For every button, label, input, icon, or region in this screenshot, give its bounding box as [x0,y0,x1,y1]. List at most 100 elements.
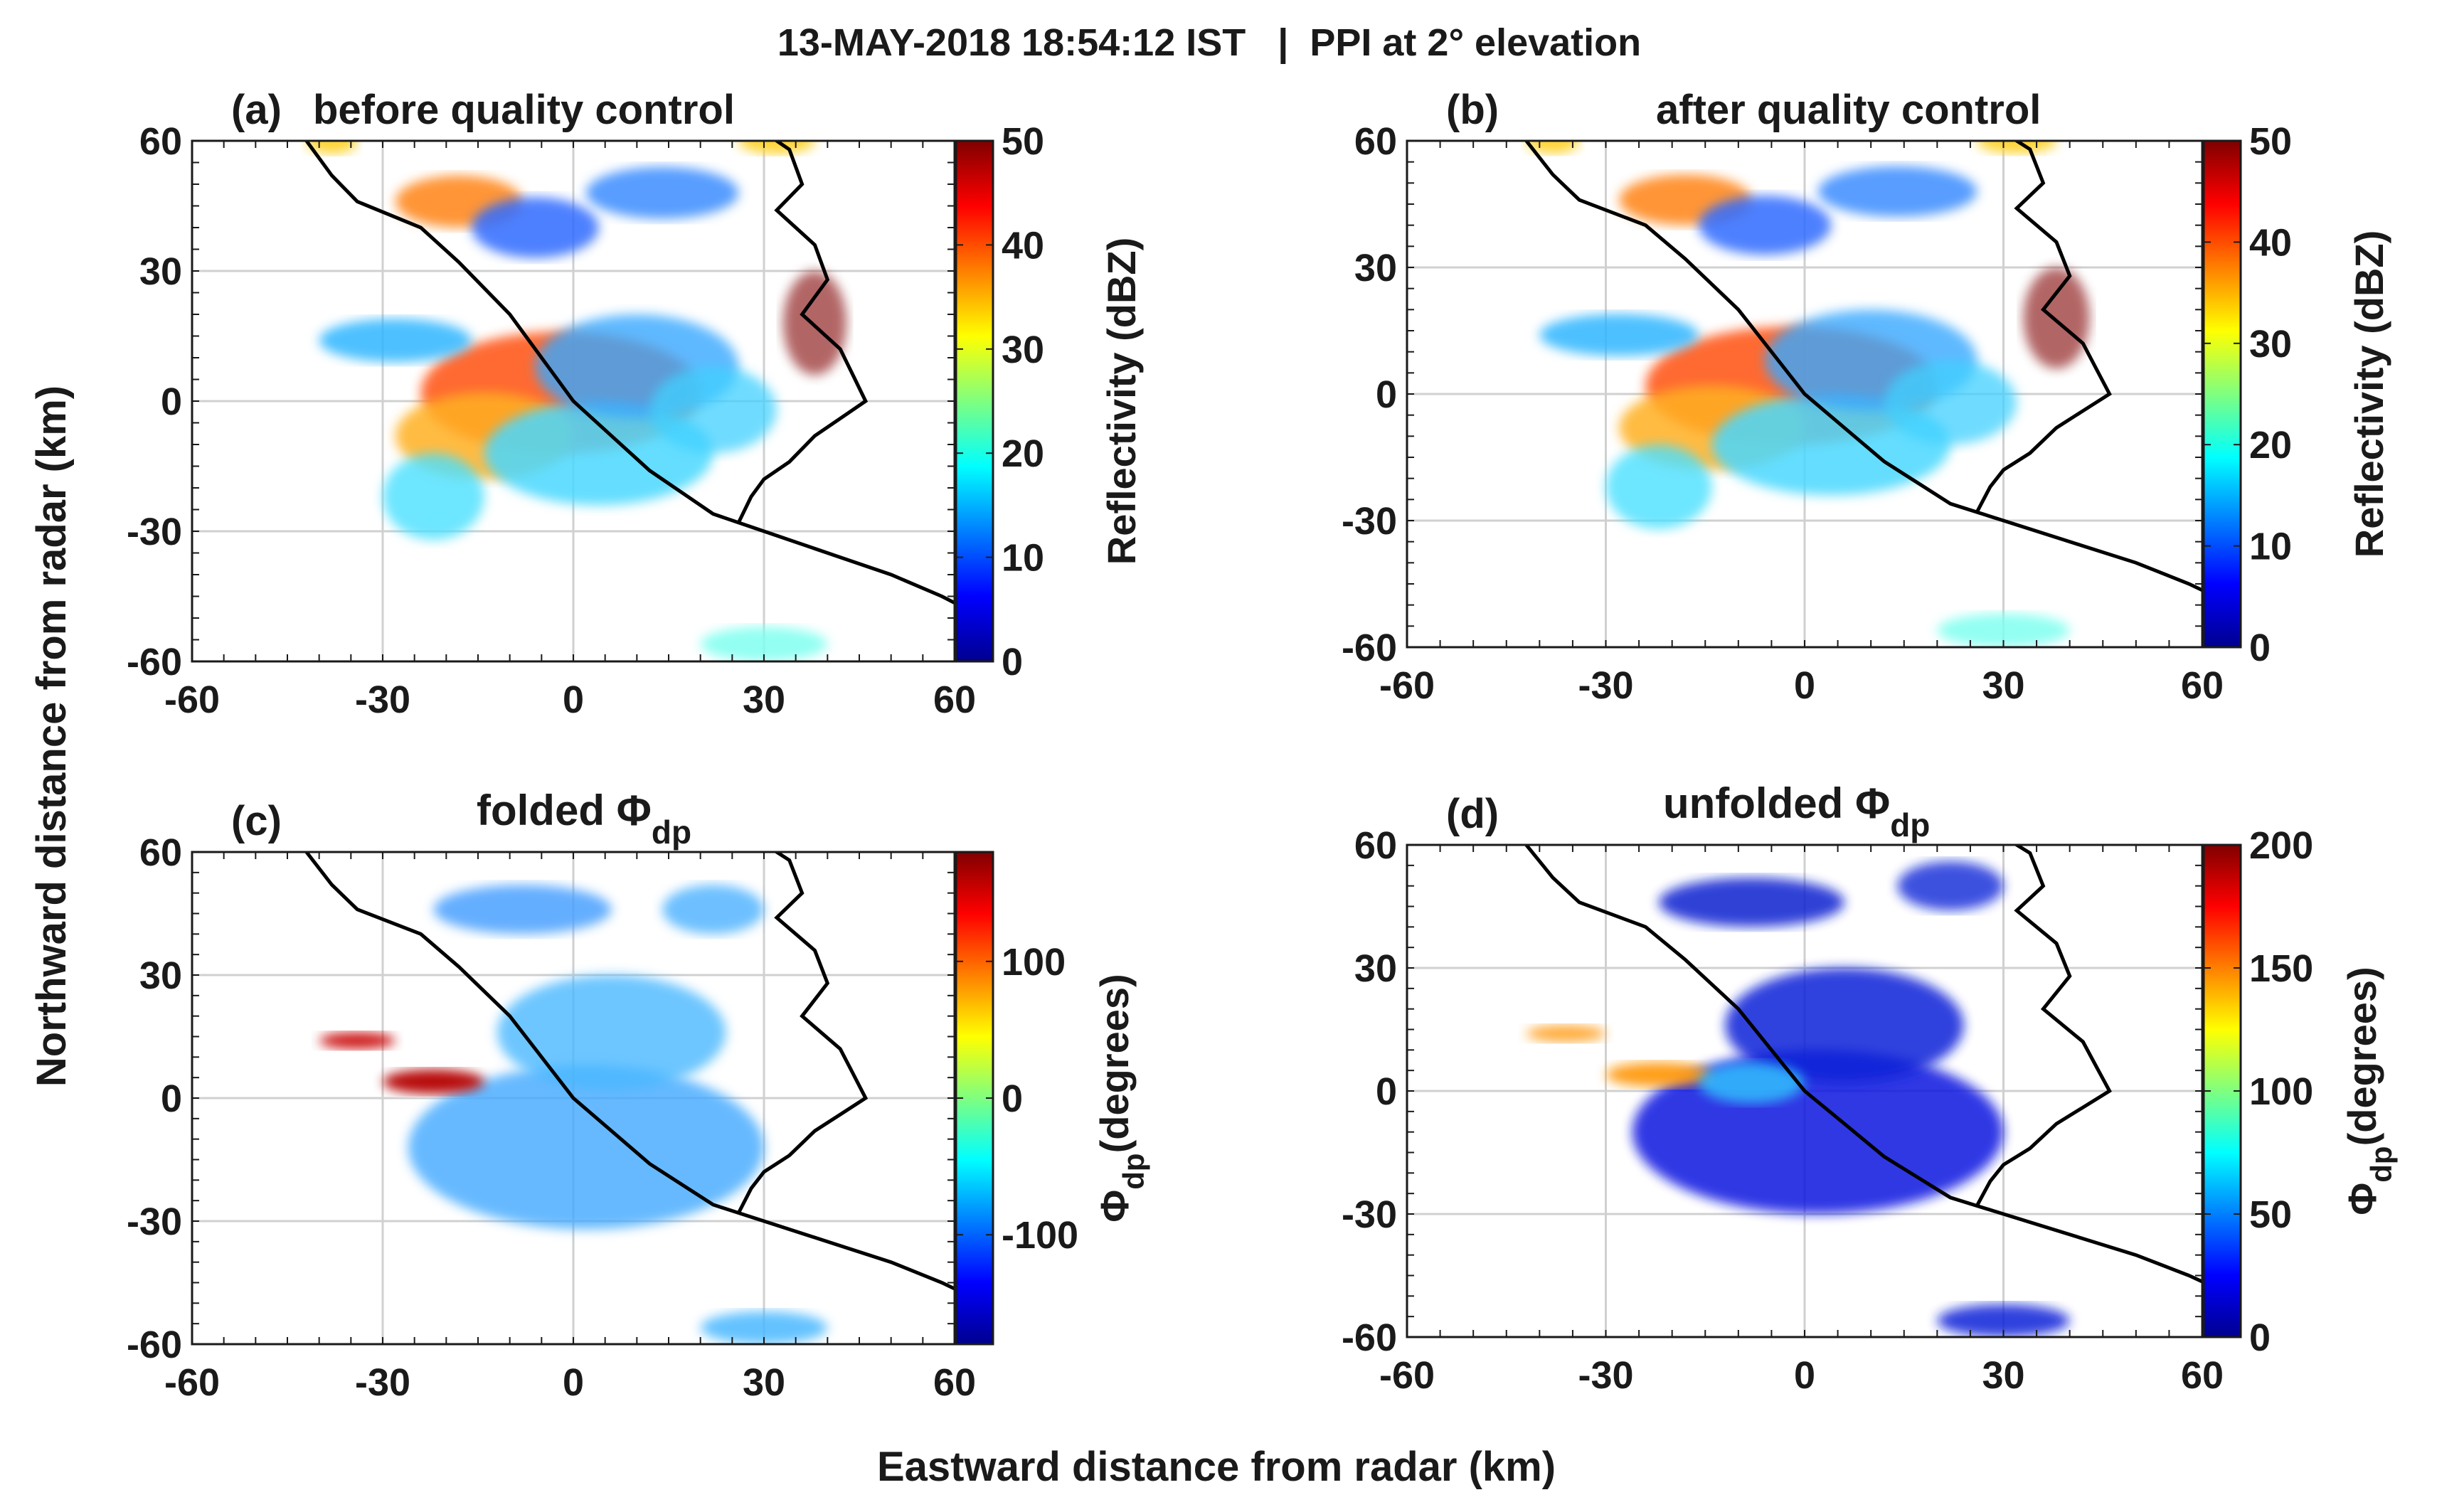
y-tick-label: 0 [1376,373,1397,416]
radar-field [304,141,955,661]
state-border [737,141,869,523]
y-tick-label: -30 [1342,1193,1397,1236]
echo-region [585,166,739,219]
echo-region [1884,360,2017,445]
colorbar-label: Φdp(degrees) [1092,974,1150,1222]
panel-title-main: unfolded Φ [1663,779,1890,827]
colorbar-tick-label: 20 [2249,424,2292,467]
state-border [1975,845,2112,1207]
x-tick-label: -60 [1379,664,1435,707]
panel-title: before quality control [313,87,735,133]
x-tick-label: 0 [563,678,584,721]
x-tick-label: 30 [743,678,785,721]
echo-region [1605,1062,1712,1087]
echo-region [1698,196,1832,255]
colorbar: 200 150 100 50 0 Φdp(degrees) [2202,824,2398,1359]
panel-title-main: folded Φ [477,787,652,834]
x-tick-label: 60 [2181,664,2224,707]
x-tick-label: 30 [1982,664,2024,707]
radar-field [1524,141,2202,647]
x-tick-label: 30 [743,1361,785,1404]
colorbar-tick-label: -100 [1002,1214,1078,1257]
echo-region [319,319,472,363]
y-tick-label: 0 [1376,1070,1397,1113]
colorbar-tick-label: 10 [2249,526,2292,568]
colorbar-tick-label: 150 [2249,947,2313,990]
colorbar-label: Φdp(degrees) [2340,967,2398,1215]
y-tick-label: 30 [139,954,182,997]
echo-region [1725,968,1964,1083]
minor-ticks [1406,844,2203,1338]
x-tick-label: 60 [933,1361,976,1404]
colorbar-label: Reflectivity (dBZ) [2347,230,2391,558]
y-tick-label: -60 [127,1324,182,1366]
radar-field [1524,845,2202,1337]
x-tick-label: 60 [2181,1354,2224,1397]
echo-region [700,1311,828,1344]
colorbar-label-main: Φ [1092,1190,1137,1223]
minor-ticks [1406,140,2203,648]
panel-label: (a) [231,87,282,133]
y-tick-label: -60 [1342,627,1397,669]
y-tick-label: 30 [139,250,182,293]
colorbar-tick-label: 100 [1002,941,1066,984]
echo-region [408,1065,764,1230]
panel-label: (b) [1446,87,1499,133]
colorbar-tick-label: 0 [2249,627,2271,669]
radar-field [304,852,955,1344]
y-tick-label: -30 [127,1200,182,1243]
echo-region [662,885,764,935]
colorbar-tick-label: 0 [2249,1316,2271,1359]
colorbar-tick-label: 40 [2249,221,2292,264]
echo-region [472,197,599,258]
x-tick-label: 0 [563,1361,584,1404]
echo-region [497,975,726,1090]
x-tick-label: -30 [1578,664,1633,707]
colorbar-label-sub: dp [1117,1153,1150,1189]
y-tick-label: -30 [127,511,182,553]
y-tick-label: 60 [139,831,182,874]
echo-region [700,627,828,661]
x-tick-label: 0 [1794,1354,1815,1397]
state-border [737,852,869,1214]
colorbar: 100 0 -100 Φdp(degrees) [955,851,1150,1346]
x-tick-label: 60 [933,678,976,721]
colorbar-label-sub: dp [2364,1146,2398,1182]
panel-label: (c) [231,798,282,844]
colorbar-tick-label: 10 [1002,537,1044,580]
coastline [1524,845,2202,1284]
colorbar: 50 40 30 20 10 0 Reflectivity (dBZ) [2202,120,2391,669]
y-tick-label: -60 [127,641,182,683]
colorbar: 50 40 30 20 10 0 Reflectivity (dBZ) [955,120,1144,683]
echo-region [2023,267,2090,369]
colorbar-tick-label: 30 [2249,323,2292,366]
panel-title: unfolded Φdp [1663,779,1930,843]
coastline [304,852,955,1291]
y-tick-label: 0 [161,1077,182,1120]
panel-title-sub: dp [1890,806,1930,843]
colorbar-tick-label: 100 [2249,1070,2313,1113]
y-tick-label: 60 [1354,120,1397,163]
x-tick-label: 30 [1982,1354,2024,1397]
echo-region [1817,166,1977,217]
y-tick-label: 30 [1354,947,1397,990]
echo-region [1539,314,1699,356]
colorbar-tick-label: 50 [2249,1193,2292,1236]
colorbar-tick-label: 30 [1002,329,1044,371]
echo-region [1698,1062,1805,1104]
x-tick-label: -30 [355,1361,410,1404]
y-tick-label: 30 [1354,247,1397,289]
y-axis-label: Northward distance from radar (km) [28,385,75,1087]
minor-ticks [191,851,955,1345]
coastline [1524,141,2202,592]
y-tick-label: -30 [1342,500,1397,543]
minor-ticks [191,140,955,662]
x-tick-label: -60 [1379,1354,1435,1397]
figure-title: 13-MAY-2018 18:54:12 IST | PPI at 2° ele… [777,21,1641,65]
panel-a: -60 -30 0 30 60 60 30 0 -30 -60 (a) before quality … [127,87,1144,721]
colorbar-label: Reflectivity (dBZ) [1099,238,1144,565]
x-tick-label: -60 [164,678,220,721]
colorbar-tick-label: 40 [1002,224,1044,267]
y-tick-label: 0 [161,380,182,423]
